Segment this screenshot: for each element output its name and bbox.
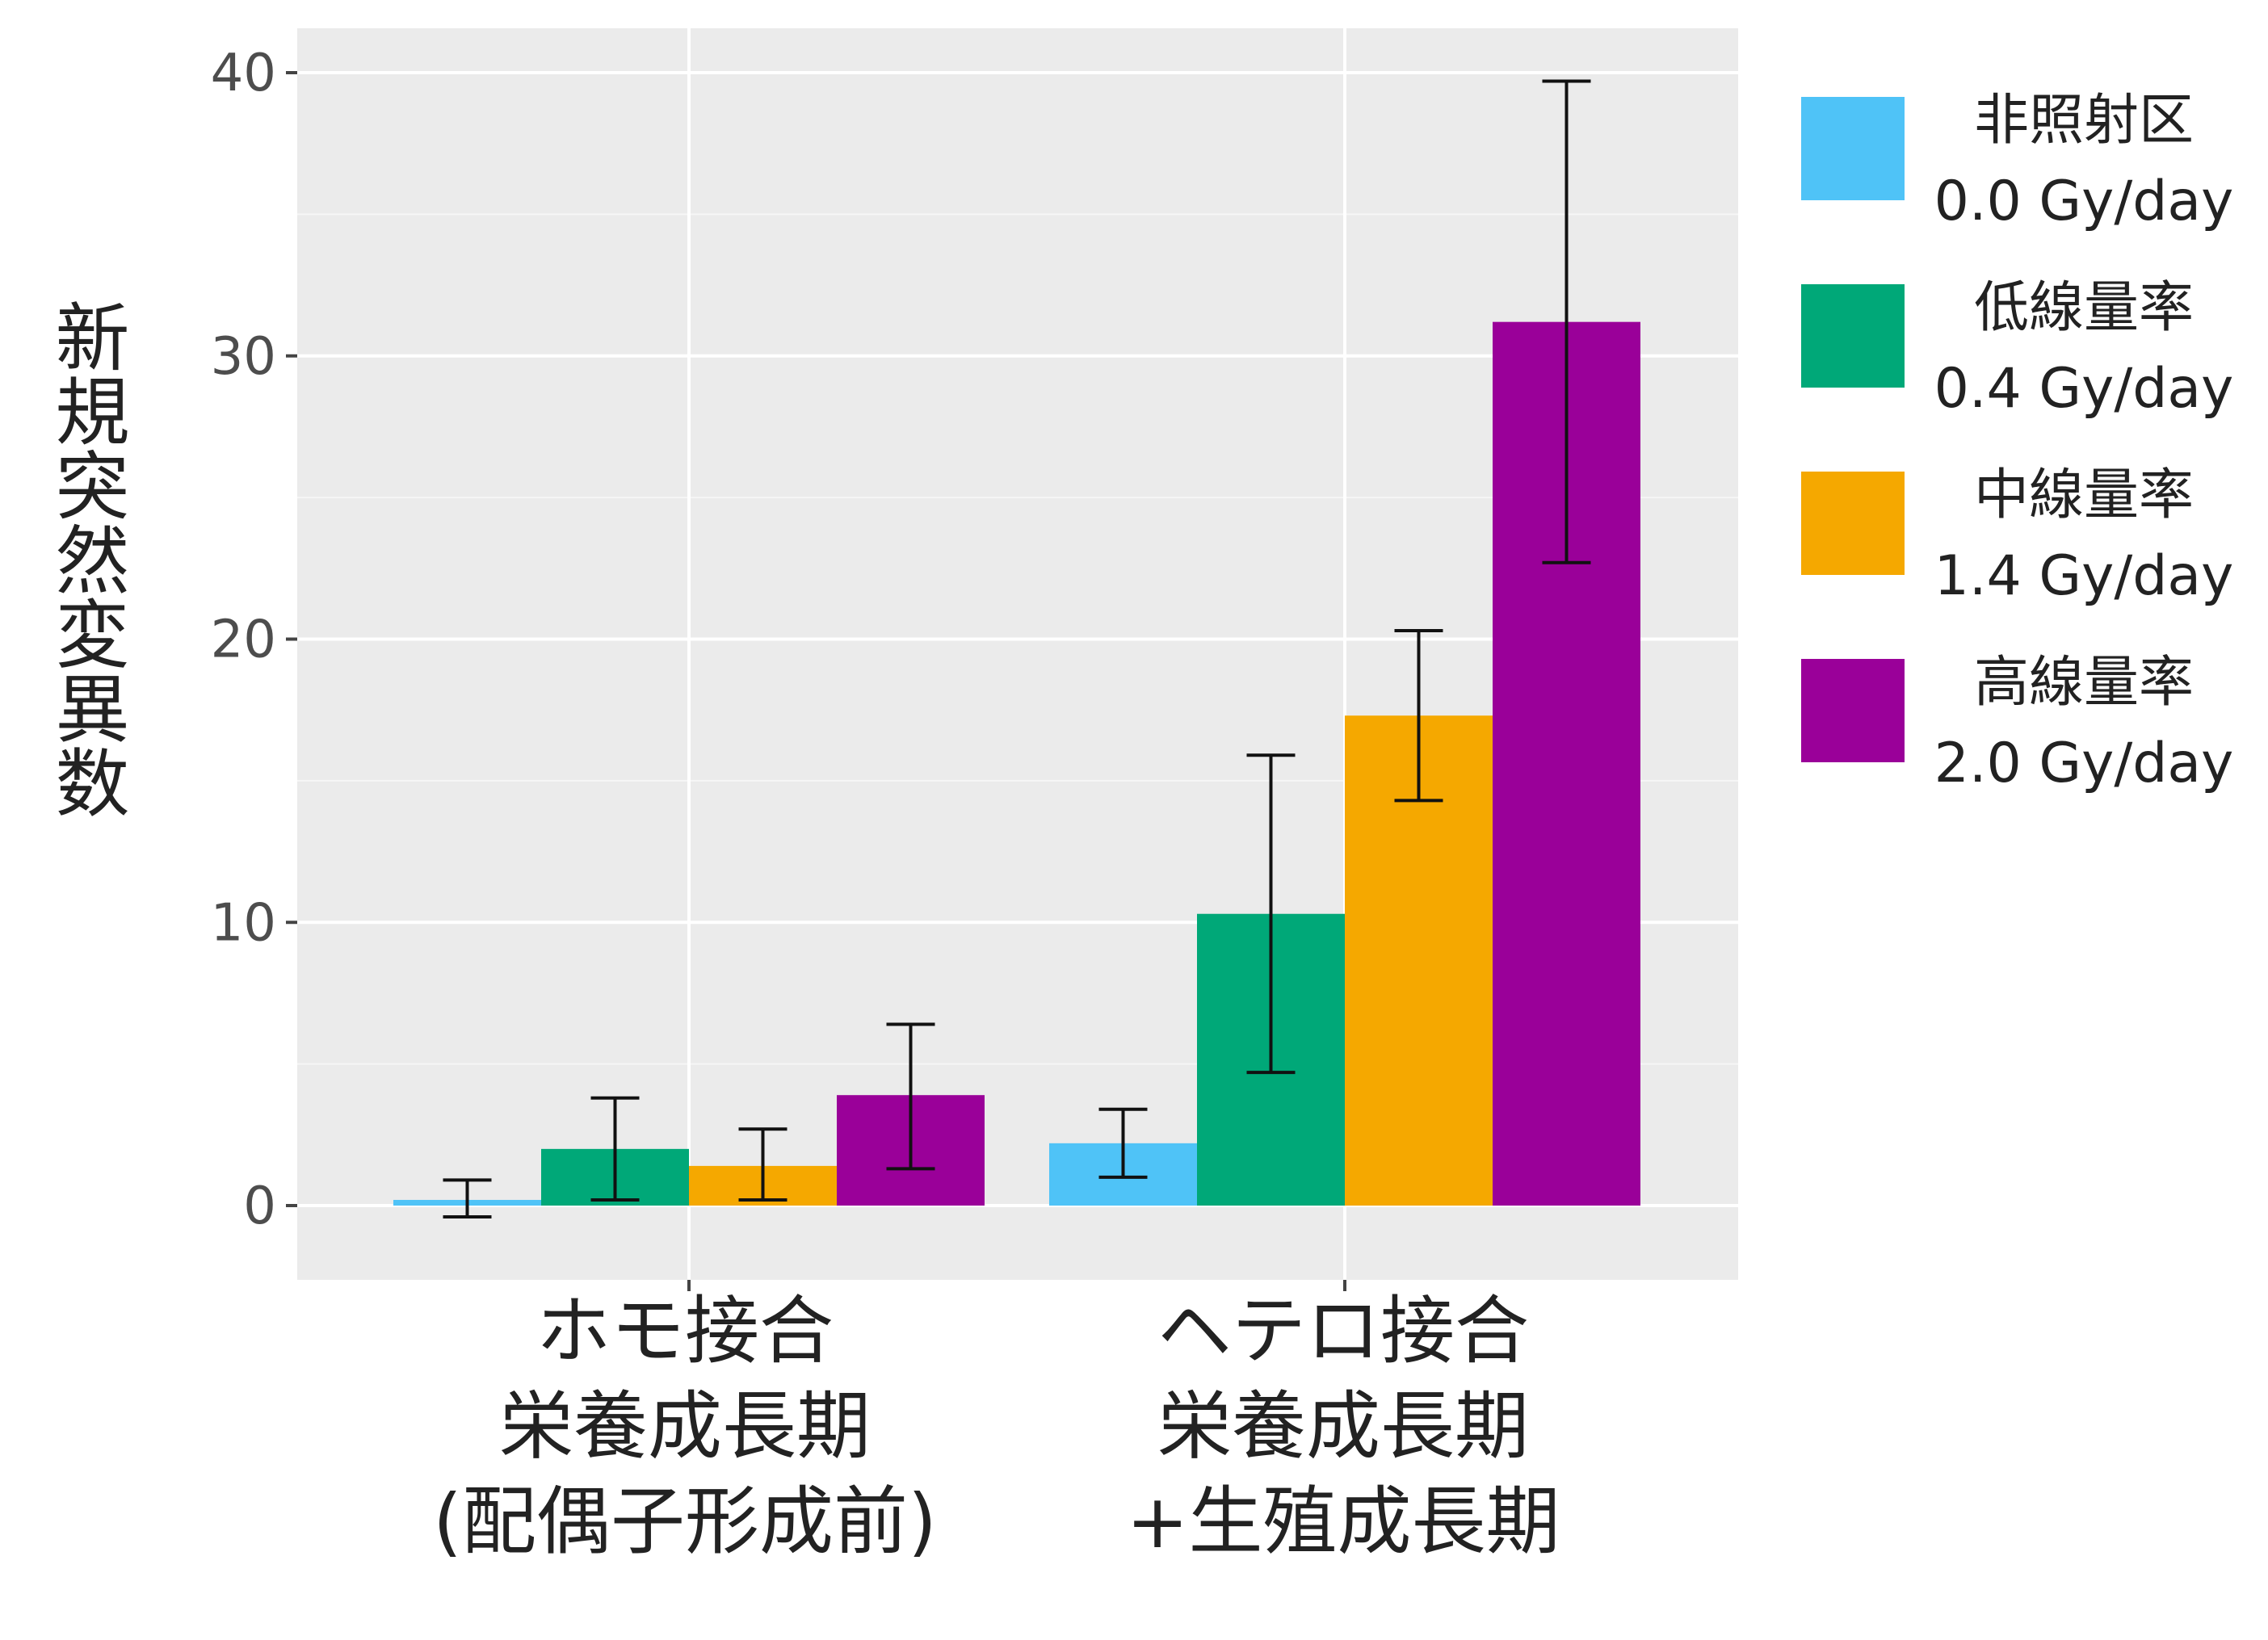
legend-item-1: 低線量率 0.4 Gy/day [1801,268,2253,454]
legend-label: 中線量率 1.4 Gy/day [1922,455,2245,617]
y-tick-label: 10 [211,893,276,953]
x-category-heterozygous: ヘテロ接合 栄養成長期 +生殖成長期 [1060,1284,1626,1570]
legend-swatch [1801,472,1905,575]
legend-label-line2: 1.4 Gy/day [1934,544,2234,608]
y-tick-label: 40 [211,44,276,103]
legend-label-line2: 0.4 Gy/day [1934,357,2234,421]
x-category-line: ヘテロ接合 [1157,1288,1529,1374]
y-tick-label: 20 [211,610,276,670]
x-category-line: 栄養成長期 [498,1383,871,1470]
legend-label: 非照射区 0.0 Gy/day [1922,81,2245,242]
legend-label-line1: 高線量率 [1973,651,2194,715]
y-axis-label: 新規突然変異数 [43,299,129,819]
x-category-homozygous: ホモ接合 栄養成長期 (配偶子形成前) [402,1284,968,1570]
legend-swatch [1801,97,1905,200]
y-tick-label: 0 [243,1177,276,1236]
x-category-line: ホモ接合 [536,1288,834,1374]
legend-label-line2: 2.0 Gy/day [1934,732,2234,795]
x-category-line: 栄養成長期 [1157,1383,1529,1470]
x-category-line: +生殖成長期 [1126,1479,1560,1565]
legend-item-0: 非照射区 0.0 Gy/day [1801,81,2253,266]
legend-item-3: 高線量率 2.0 Gy/day [1801,643,2253,828]
legend-swatch [1801,659,1905,762]
legend-label-line2: 0.0 Gy/day [1934,170,2234,233]
legend-label: 低線量率 0.4 Gy/day [1922,268,2245,430]
x-category-line: (配偶子形成前) [433,1479,937,1565]
legend-label: 高線量率 2.0 Gy/day [1922,643,2245,804]
legend-item-2: 中線量率 1.4 Gy/day [1801,455,2253,641]
legend-label-line1: 低線量率 [1973,276,2194,340]
legend-swatch [1801,284,1905,388]
legend-label-line1: 非照射区 [1973,89,2194,153]
legend-label-line1: 中線量率 [1973,463,2194,527]
y-tick-label: 30 [211,327,276,387]
